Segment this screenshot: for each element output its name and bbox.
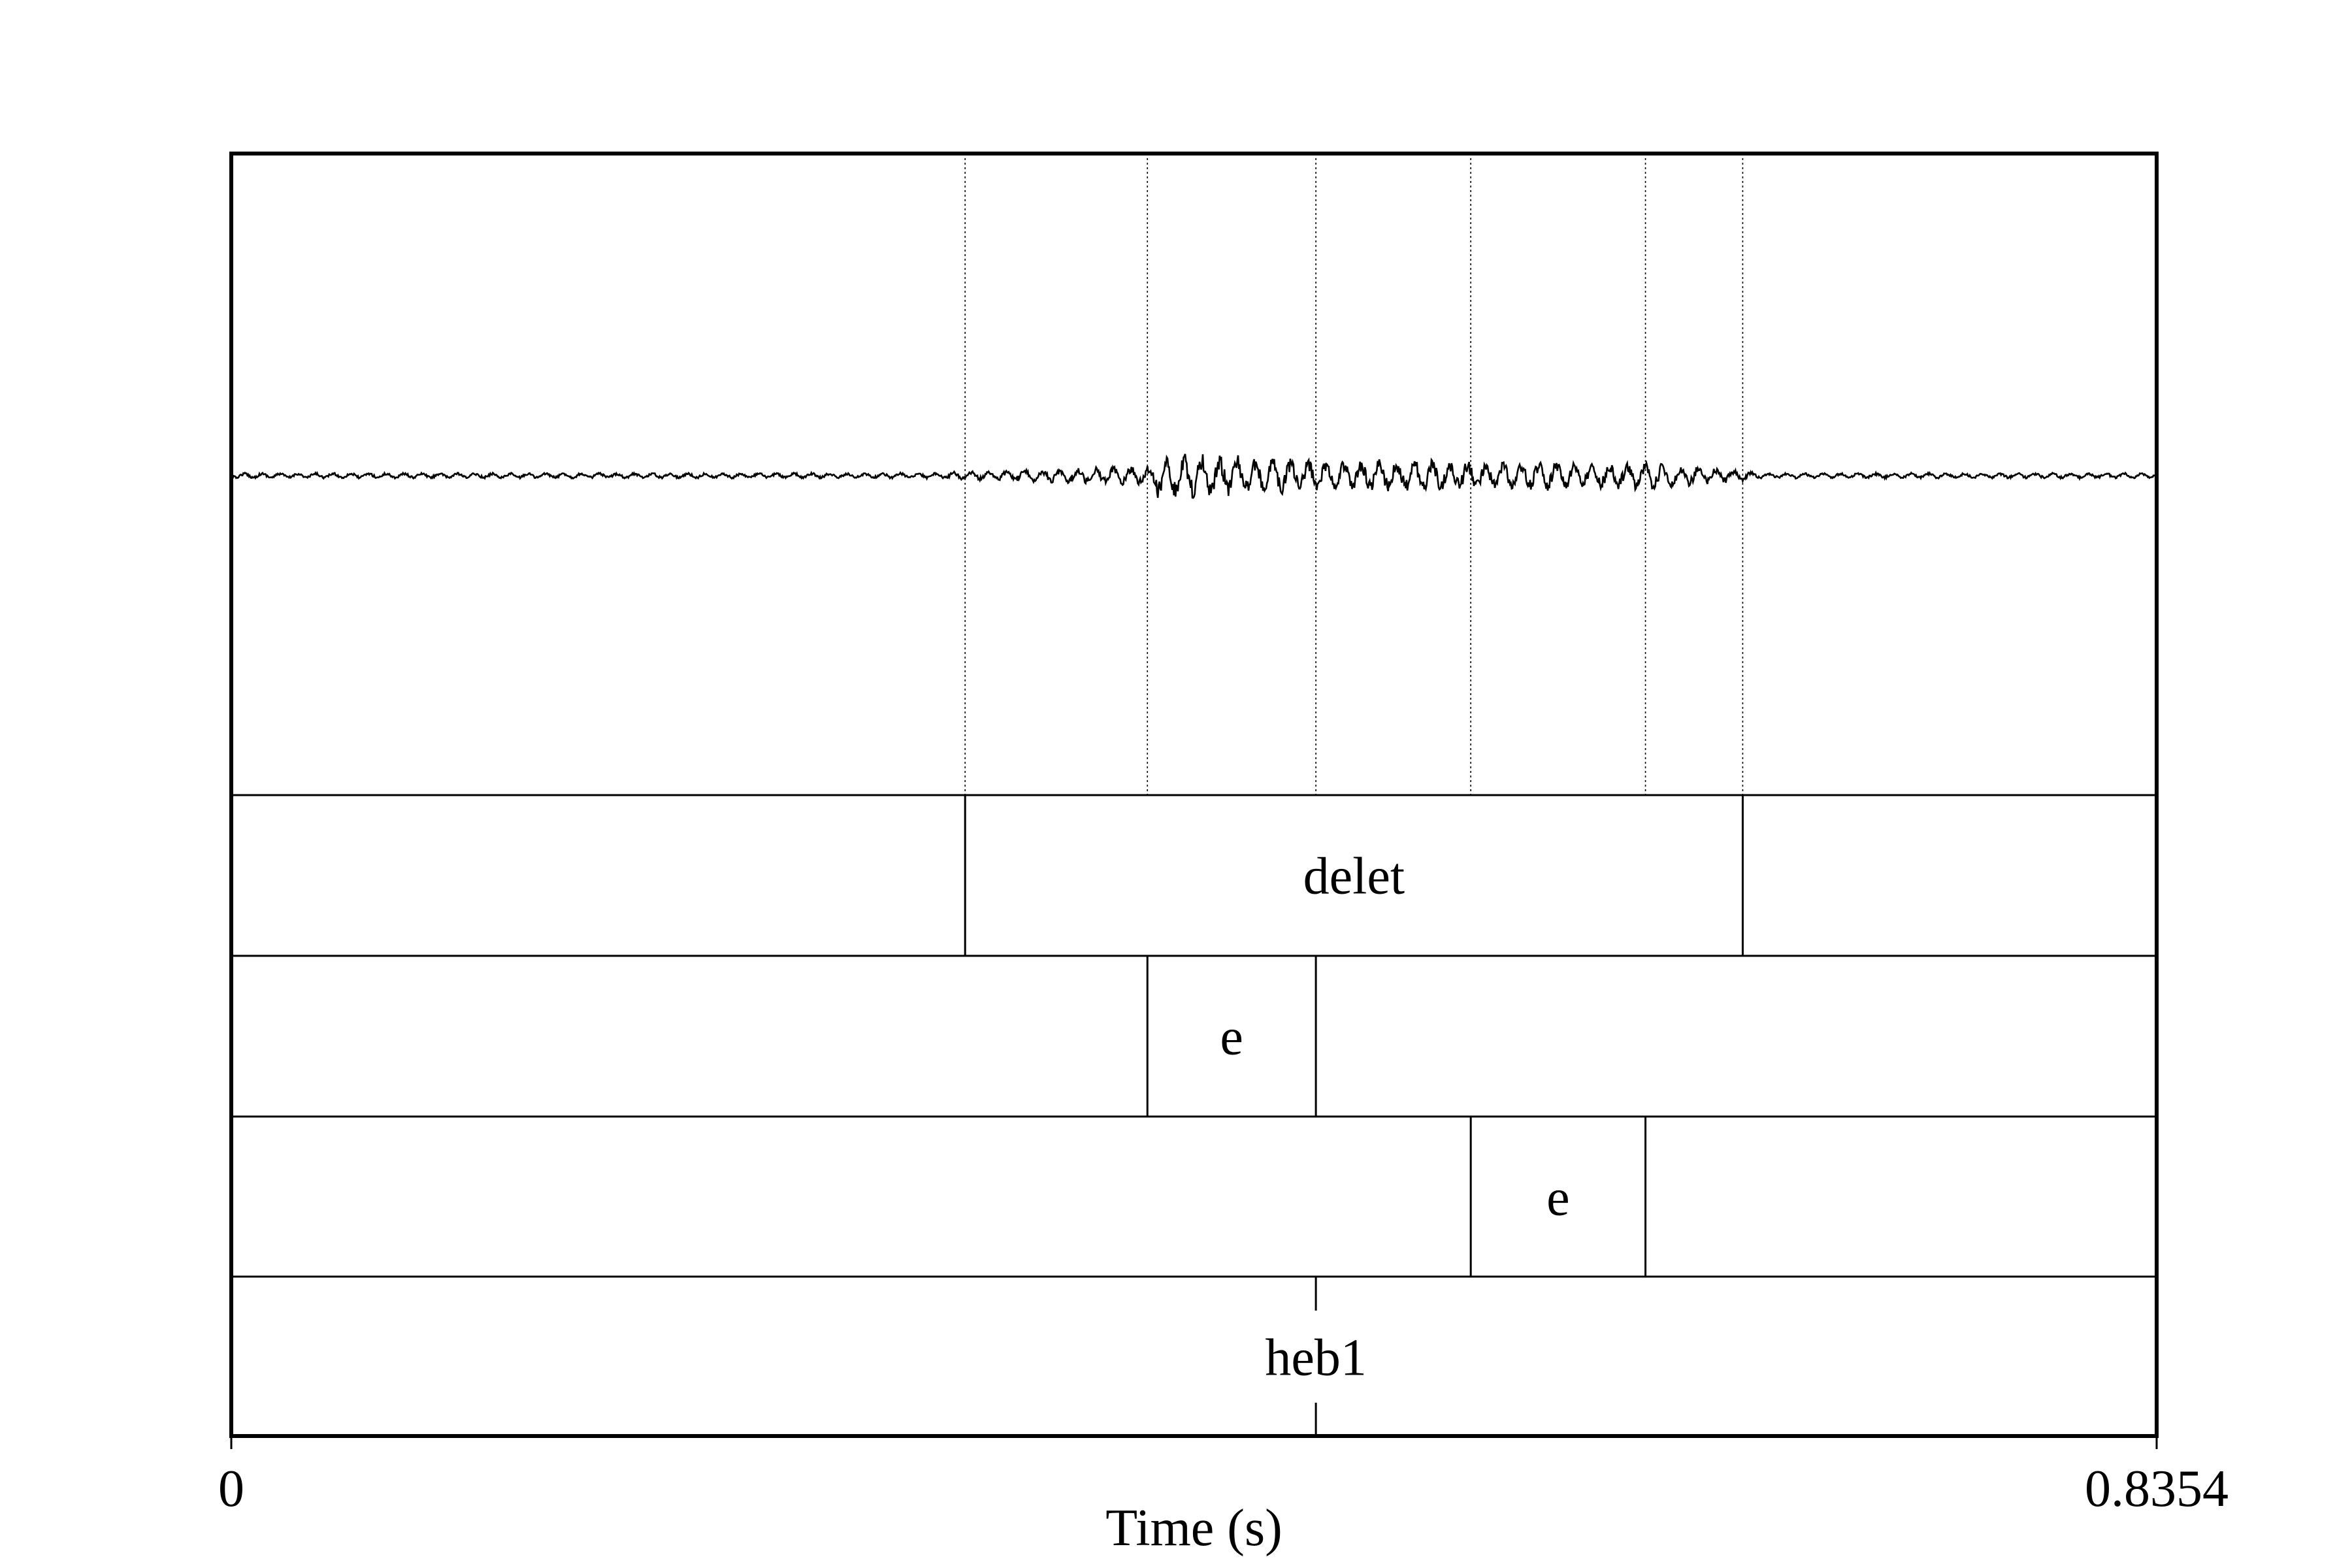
time-axis-label: Time (s) (1105, 1499, 1282, 1557)
interval-label: delet (1303, 848, 1405, 906)
interval-label: e (1220, 1009, 1243, 1066)
waveform-trace (230, 453, 2157, 499)
interval-labels: delet e e heb1 (1220, 848, 1569, 1387)
time-end-label: 0.8354 (2085, 1460, 2229, 1518)
time-start-label: 0 (218, 1460, 244, 1518)
plot-frame (229, 152, 2159, 1438)
interval-label: e (1546, 1169, 1570, 1227)
axis-ticks (230, 1436, 2158, 1449)
point-label: heb1 (1265, 1330, 1367, 1387)
interval-boundaries (964, 795, 1744, 1437)
tier-separators (231, 794, 2157, 1278)
